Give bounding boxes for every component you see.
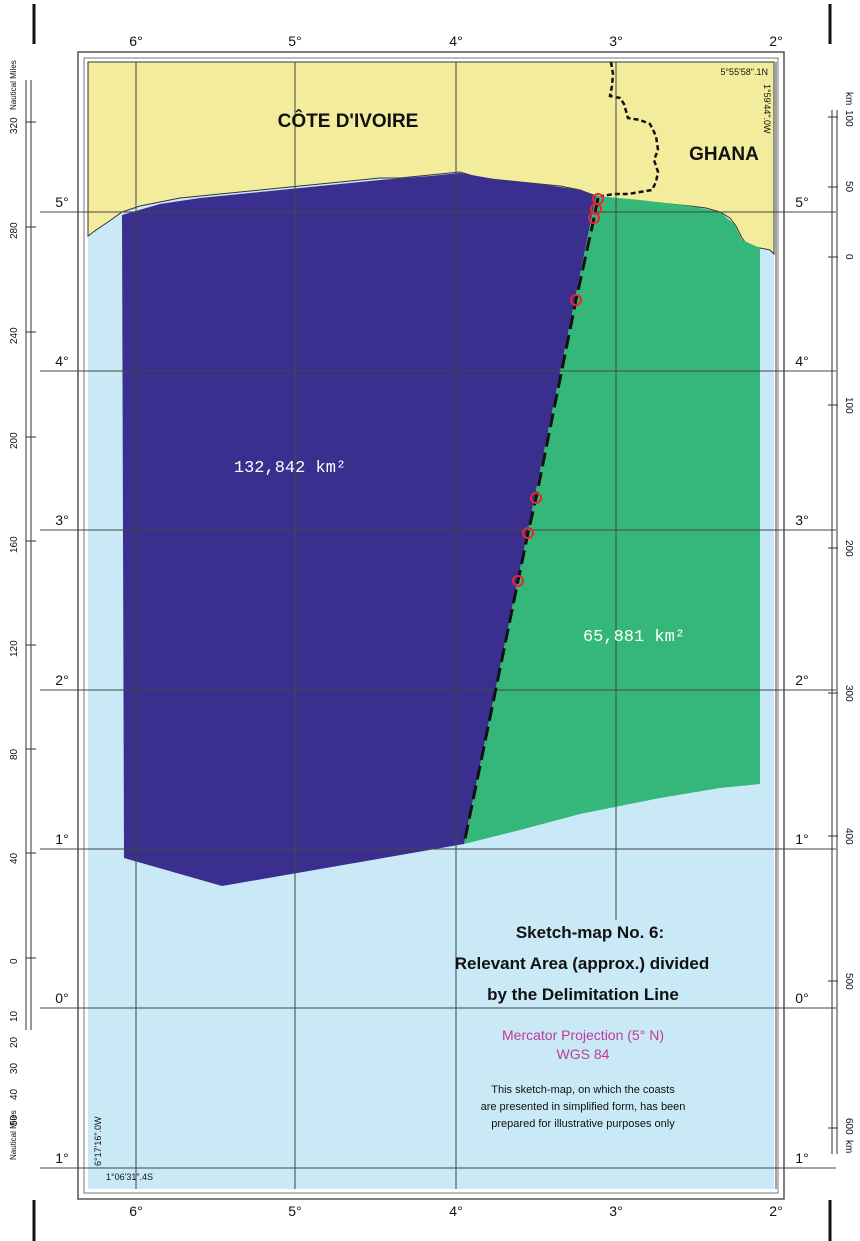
- turning-point: [588, 212, 600, 224]
- latitude-label-left: 2°: [55, 672, 68, 688]
- graticule: [40, 62, 836, 1189]
- nautical-scale-tick: 200: [9, 432, 20, 449]
- bottom-left-latitude: 1°06'31".4S: [106, 1172, 153, 1182]
- longitude-label-bottom: 6°: [129, 1203, 142, 1219]
- nautical-scale-tick: 30: [9, 1062, 20, 1074]
- longitude-label-top: 2°: [769, 33, 782, 49]
- latitude-label-right: 4°: [795, 353, 808, 369]
- latitude-label-right: 0°: [795, 990, 808, 1006]
- legend-title-line3: by the Delimitation Line: [487, 985, 679, 1004]
- country-label-ghana: GHANA: [689, 144, 759, 165]
- latitude-label-left: 4°: [55, 353, 68, 369]
- latitude-label-left: 1°: [55, 1150, 68, 1166]
- turning-point: [570, 294, 582, 306]
- longitude-label-top: 6°: [129, 33, 142, 49]
- nautical-scale-tick: 160: [9, 536, 20, 553]
- nautical-scale-tick: 280: [9, 222, 20, 239]
- top-right-longitude: 1°59'44".0W: [762, 84, 772, 134]
- nautical-scale-tick: 80: [9, 748, 20, 760]
- km-scale-tick: 400: [843, 828, 854, 845]
- legend-note-line1: This sketch-map, on which the coasts: [491, 1084, 675, 1096]
- latitude-label-right: 2°: [795, 672, 808, 688]
- map-frame-inner: [83, 57, 779, 1194]
- latitude-label-left: 1°: [55, 831, 68, 847]
- nautical-scale-tick: 0: [9, 958, 20, 964]
- latitude-label-right: 5°: [795, 194, 808, 210]
- longitude-label-bottom: 2°: [769, 1203, 782, 1219]
- area-label-east: 65,881 km²: [583, 628, 685, 647]
- nautical-scale-tick: 20: [9, 1036, 20, 1048]
- longitude-label-bottom: 4°: [449, 1203, 462, 1219]
- area-label-west: 132,842 km²: [234, 459, 346, 478]
- nautical-miles-scale: Nautical Miles Nautical Miles 320 280 24…: [9, 60, 36, 1160]
- turning-point: [512, 575, 524, 587]
- land-boundary-line: [601, 61, 660, 198]
- km-scale-tick: 100: [843, 110, 854, 127]
- latitude-label-left: 5°: [55, 194, 68, 210]
- km-scale-tick: 200: [843, 540, 854, 557]
- km-scale-tick: 600: [843, 1118, 854, 1135]
- longitude-label-top: 4°: [449, 33, 462, 49]
- km-scale-tick: 50: [843, 181, 854, 193]
- longitude-label-top: 3°: [609, 33, 622, 49]
- nautical-scale-tick: 120: [9, 640, 20, 657]
- nautical-scale-tick: 10: [9, 1010, 20, 1022]
- latitude-label-right: 3°: [795, 512, 808, 528]
- legend-note-line3: prepared for illustrative purposes only: [491, 1118, 675, 1130]
- legend-note-line2: are presented in simplified form, has be…: [481, 1101, 686, 1113]
- turning-point: [530, 492, 542, 504]
- km-scale-unit: km: [843, 92, 854, 105]
- longitude-label-bottom: 5°: [288, 1203, 301, 1219]
- frame-corner-marks: [32, 4, 832, 1241]
- km-scale-tick: 500: [843, 973, 854, 990]
- legend-title-line2: Relevant Area (approx.) divided: [455, 954, 709, 973]
- latitude-label-left: 0°: [55, 990, 68, 1006]
- nautical-scale-title: Nautical Miles: [9, 60, 18, 110]
- legend: Sketch-map No. 6: Relevant Area (approx.…: [455, 923, 709, 1130]
- legend-datum: WGS 84: [557, 1046, 610, 1062]
- km-scale-tick: 100: [843, 397, 854, 414]
- bottom-left-longitude: 6°17'16".0W: [93, 1116, 103, 1166]
- nautical-scale-tick: 50: [9, 1114, 20, 1126]
- nautical-scale-tick: 40: [9, 852, 20, 864]
- latitude-label-right: 1°: [795, 1150, 808, 1166]
- turning-point: [522, 527, 534, 539]
- east-relevant-area: [464, 196, 760, 844]
- nautical-scale-tick: 40: [9, 1088, 20, 1100]
- km-scale-tick: 0: [843, 254, 854, 260]
- country-label-cote-divoire: CÔTE D'IVOIRE: [278, 110, 419, 132]
- turning-points: [512, 193, 604, 587]
- longitude-label-top: 5°: [288, 33, 301, 49]
- longitude-label-bottom: 3°: [609, 1203, 622, 1219]
- nautical-scale-tick: 320: [9, 117, 20, 134]
- nautical-scale-tick: 240: [9, 327, 20, 344]
- latitude-label-right: 1°: [795, 831, 808, 847]
- legend-title-line1: Sketch-map No. 6:: [516, 923, 664, 942]
- delimitation-line: [462, 197, 600, 845]
- top-right-latitude: 5°55'58".1N: [720, 67, 768, 77]
- legend-projection: Mercator Projection (5° N): [502, 1027, 664, 1043]
- km-scale-tick: 300: [843, 685, 854, 702]
- latitude-label-left: 3°: [55, 512, 68, 528]
- nautical-scale-title: Nautical Miles: [9, 1110, 18, 1160]
- km-scale: km 100 50 0 100 200 300 400 500 600 km: [828, 92, 854, 1154]
- km-scale-unit: km: [843, 1140, 854, 1153]
